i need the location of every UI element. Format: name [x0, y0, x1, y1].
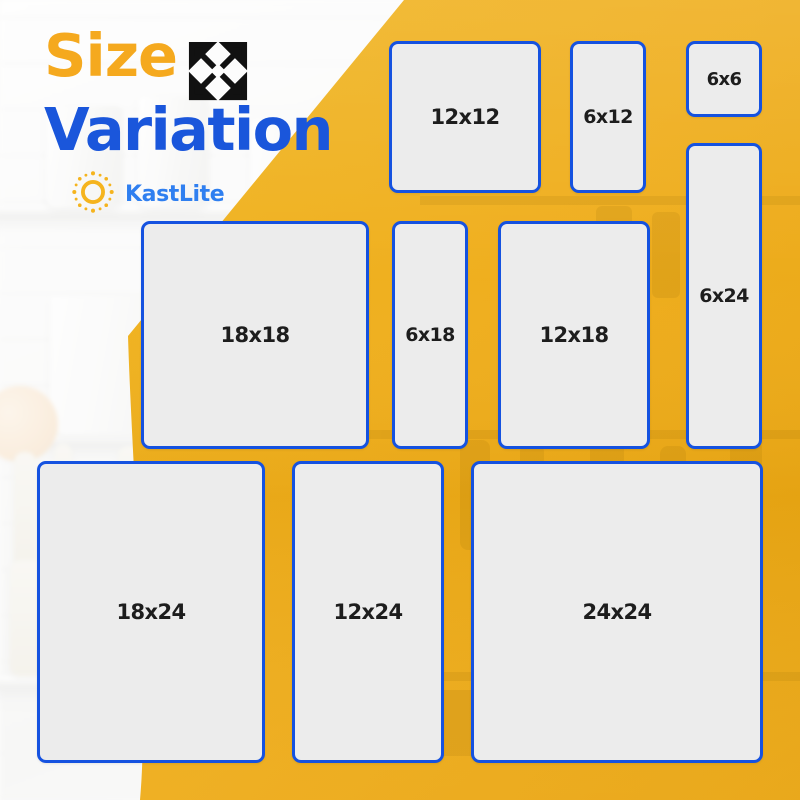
size-box-6x6[interactable]: 6x6: [686, 41, 762, 117]
size-box-label: 6x12: [583, 106, 633, 128]
size-box-18x24[interactable]: 18x24: [37, 461, 265, 763]
size-box-12x12[interactable]: 12x12: [389, 41, 541, 193]
size-box-label: 18x24: [116, 600, 187, 624]
size-box-18x18[interactable]: 18x18: [141, 221, 369, 449]
brand-name: KastLite: [125, 181, 225, 207]
size-box-label: 6x6: [706, 68, 742, 90]
size-box-24x24[interactable]: 24x24: [471, 461, 763, 763]
sun-icon: [70, 169, 116, 219]
expand-arrows-icon: [187, 40, 249, 106]
size-box-6x12[interactable]: 6x12: [570, 41, 646, 193]
size-box-label: 12x18: [539, 323, 610, 347]
page-title-line1: Size: [44, 21, 178, 90]
size-box-label: 12x12: [430, 105, 501, 129]
size-box-label: 18x18: [220, 323, 291, 347]
header: Size: [44, 21, 374, 219]
size-box-label: 6x24: [699, 285, 749, 307]
size-box-label: 6x18: [405, 324, 455, 346]
page-title-line2: Variation: [44, 95, 334, 164]
title-row: Size: [44, 21, 374, 106]
size-box-12x24[interactable]: 12x24: [292, 461, 444, 763]
size-box-label: 12x24: [333, 600, 404, 624]
size-box-label: 24x24: [582, 600, 653, 624]
size-box-6x18[interactable]: 6x18: [392, 221, 468, 449]
size-box-12x18[interactable]: 12x18: [498, 221, 650, 449]
size-box-6x24[interactable]: 6x24: [686, 143, 762, 449]
brand-logo: KastLite: [70, 169, 374, 219]
